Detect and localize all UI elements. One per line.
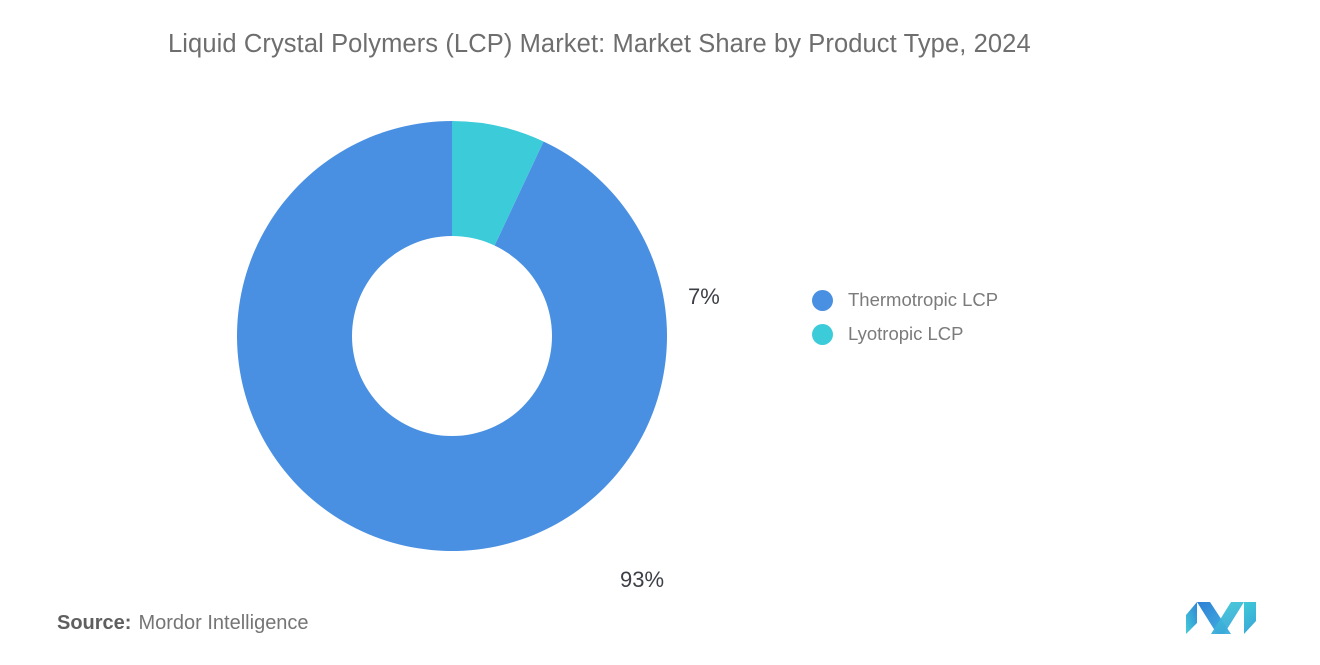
chart-legend: Thermotropic LCP Lyotropic LCP	[812, 283, 998, 351]
slice-value-label-lyotropic-lcp: 7%	[688, 284, 720, 309]
legend-swatch-icon-thermotropic-lcp	[812, 289, 833, 311]
page-title: Liquid Crystal Polymers (LCP) Market: Ma…	[168, 30, 1031, 58]
source-prefix-label: Source:	[57, 612, 132, 634]
legend-item-thermotropic-lcp[interactable]: Thermotropic LCP	[812, 283, 998, 317]
source-line: Source: Mordor Intelligence	[57, 612, 309, 635]
legend-item-lyotropic-lcp[interactable]: Lyotropic LCP	[812, 317, 998, 351]
mordor-intelligence-logo-icon	[1184, 598, 1258, 638]
donut-chart-svg	[237, 121, 668, 551]
legend-label-lyotropic-lcp: Lyotropic LCP	[848, 323, 964, 344]
source-value-label: Mordor Intelligence	[138, 612, 309, 634]
donut-hole	[352, 236, 552, 436]
legend-label-thermotropic-lcp: Thermotropic LCP	[848, 289, 999, 310]
legend-swatch-icon-lyotropic-lcp	[812, 323, 833, 345]
slice-value-label-thermotropic-lcp: 93%	[620, 567, 665, 592]
donut-chart: 93% 7%	[222, 106, 720, 592]
